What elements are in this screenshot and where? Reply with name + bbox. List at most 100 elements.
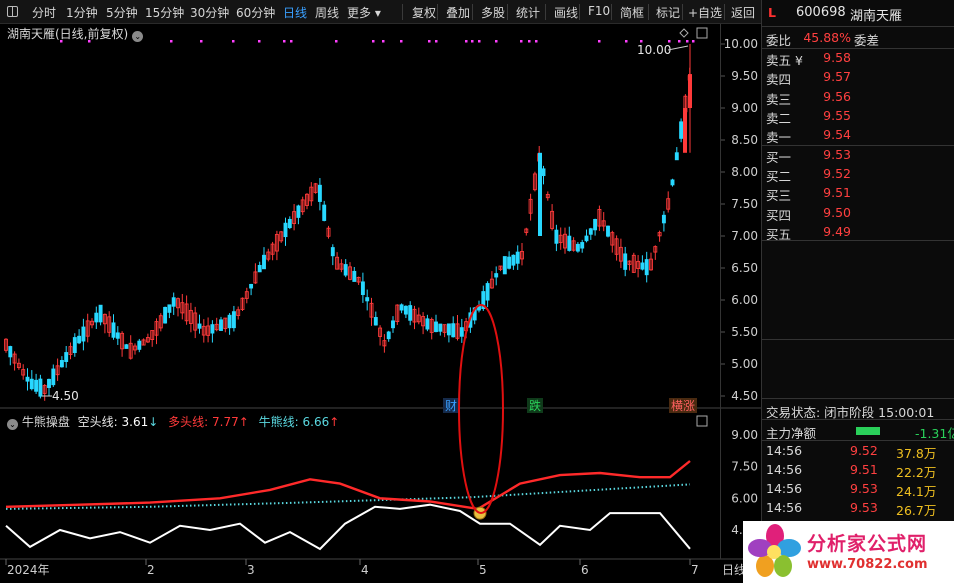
event-marker[interactable]: 跌 — [529, 398, 541, 413]
stat-row[interactable] — [762, 300, 954, 320]
sell-order-row[interactable]: 卖三 9.56 — [762, 87, 954, 107]
diamond-icon[interactable] — [679, 28, 689, 38]
indicator-settings-icon[interactable]: ⌄ — [7, 419, 18, 430]
signal-marker — [400, 40, 403, 43]
indicator-name: 牛熊操盘 — [21, 415, 70, 429]
tick-price: 9.53 — [850, 500, 878, 515]
tick-row[interactable]: 14:56 9.51 22.2万 — [762, 461, 954, 480]
toolbar-item-7[interactable]: 周线 — [315, 6, 340, 20]
toolbar-item-18[interactable]: 返回 — [731, 6, 756, 20]
toolbar-item-6[interactable]: 日线 — [283, 6, 308, 20]
toolbar-item-3[interactable]: 15分钟 — [145, 6, 185, 20]
candle-body — [4, 338, 8, 351]
stat-row[interactable] — [762, 241, 954, 261]
buy-order-row[interactable]: 买五 9.49 — [762, 222, 954, 242]
stat2-row[interactable] — [762, 379, 954, 399]
toolbar-item-11[interactable]: 多股 — [481, 6, 506, 20]
buy-order-row[interactable]: 买三 9.51 — [762, 183, 954, 203]
stock-code: 600698 — [796, 5, 846, 20]
toolbar-item-8[interactable]: 更多 ▾ — [347, 6, 381, 20]
candle-body — [167, 304, 172, 313]
event-marker[interactable]: 财 — [445, 399, 457, 413]
toolbar-item-15[interactable]: 简框 — [620, 6, 645, 20]
candle-body — [644, 259, 649, 276]
toolbar-item-12[interactable]: 统计 — [516, 6, 541, 20]
event-marker[interactable]: 横涨 — [671, 398, 695, 413]
candle-body — [356, 276, 361, 283]
indicator-expand-icon[interactable] — [696, 415, 708, 427]
candle-body — [515, 251, 520, 264]
candle-body — [494, 273, 499, 278]
candle-body — [240, 297, 245, 310]
candle-body — [575, 243, 580, 252]
toolbar-item-4[interactable]: 30分钟 — [190, 6, 230, 20]
price-tick-label: 5.00 — [731, 357, 758, 371]
kline-chart-area[interactable]: 10.00 9.50 9.00 8.50 8.00 7.50 7.00 6.50 6.00 5.5… — [0, 24, 761, 583]
event-marker-bg — [669, 398, 697, 413]
sell-order-row[interactable]: 卖四 9.57 — [762, 67, 954, 87]
layout-grid-icon[interactable] — [7, 6, 18, 17]
divider — [762, 145, 954, 146]
signal-marker — [598, 40, 601, 43]
stock-name[interactable]: 湖南天雁 — [850, 9, 903, 24]
stat-row[interactable] — [762, 261, 954, 281]
candle-body — [145, 337, 150, 343]
candle-body — [171, 297, 176, 307]
candle-body — [489, 278, 494, 289]
candle-body — [317, 184, 322, 202]
signal-marker — [335, 40, 338, 43]
sell-order-value: 9.56 — [823, 88, 851, 104]
toolbar-item-2[interactable]: 5分钟 — [106, 6, 138, 20]
chart-settings-icon[interactable]: ⌄ — [132, 31, 144, 42]
toolbar-item-5[interactable]: 60分钟 — [236, 6, 276, 20]
candle-body — [571, 240, 576, 251]
sell-order-row[interactable]: 卖二 9.55 — [762, 106, 954, 126]
toolbar-item-17[interactable]: +自选 — [688, 6, 723, 20]
candle-body — [137, 340, 142, 350]
candle-body — [231, 311, 236, 329]
stock-header: L 600698 湖南天雁 — [762, 3, 954, 25]
candle-body — [21, 369, 26, 376]
stat2-row[interactable] — [762, 340, 954, 360]
expand-icon[interactable] — [696, 27, 708, 39]
candle-body — [330, 247, 335, 257]
candle-body — [434, 321, 438, 333]
candle-body — [538, 152, 542, 236]
buy-order-row[interactable]: 买二 9.52 — [762, 164, 954, 184]
signal-marker — [686, 40, 689, 43]
signal-marker — [692, 40, 695, 43]
toolbar-item-14[interactable]: F10 — [588, 4, 611, 18]
candle-body — [670, 179, 675, 186]
toolbar-item-1[interactable]: 1分钟 — [66, 6, 98, 20]
sell-order-row[interactable]: 卖一 9.54 — [762, 125, 954, 145]
toolbar-item-13[interactable]: 画线 — [554, 6, 579, 20]
sell-order-row[interactable]: 卖五 ¥ 9.58 — [762, 48, 954, 68]
toolbar-item-0[interactable]: 分时 — [32, 6, 57, 20]
stat-row[interactable] — [762, 280, 954, 300]
tick-row[interactable]: 14:56 9.53 24.1万 — [762, 480, 954, 499]
indicator-tick-label: 7.50 — [731, 460, 758, 474]
candle-body — [657, 232, 662, 237]
niuxiong-value: 6.66 — [302, 415, 330, 429]
stat-row[interactable] — [762, 319, 954, 339]
divider — [762, 419, 954, 420]
toolbar-item-16[interactable]: 标记 — [656, 6, 681, 20]
buy-order-row[interactable]: 买一 9.53 — [762, 145, 954, 165]
candle-body — [550, 210, 555, 229]
tick-row[interactable]: 14:56 9.52 37.8万 — [762, 442, 954, 461]
candle-body — [455, 323, 460, 339]
kline-chart-svg[interactable]: 10.00 9.50 9.00 8.50 8.00 7.50 7.00 6.50 6.00 5.5… — [0, 24, 761, 583]
candle-body — [593, 218, 598, 231]
candle-body — [382, 340, 387, 347]
stat2-row[interactable] — [762, 360, 954, 380]
signal-marker — [465, 40, 468, 43]
signal-marker — [678, 40, 681, 43]
signal-marker — [170, 40, 173, 43]
toolbar-item-10[interactable]: 叠加 — [446, 6, 471, 20]
candle-body — [653, 246, 658, 253]
candle-body — [416, 314, 421, 323]
toolbar-item-9[interactable]: 复权 — [412, 6, 437, 20]
candle-body — [313, 183, 318, 193]
tick-row[interactable]: 14:56 9.53 26.7万 — [762, 499, 954, 518]
buy-order-row[interactable]: 买四 9.50 — [762, 203, 954, 223]
